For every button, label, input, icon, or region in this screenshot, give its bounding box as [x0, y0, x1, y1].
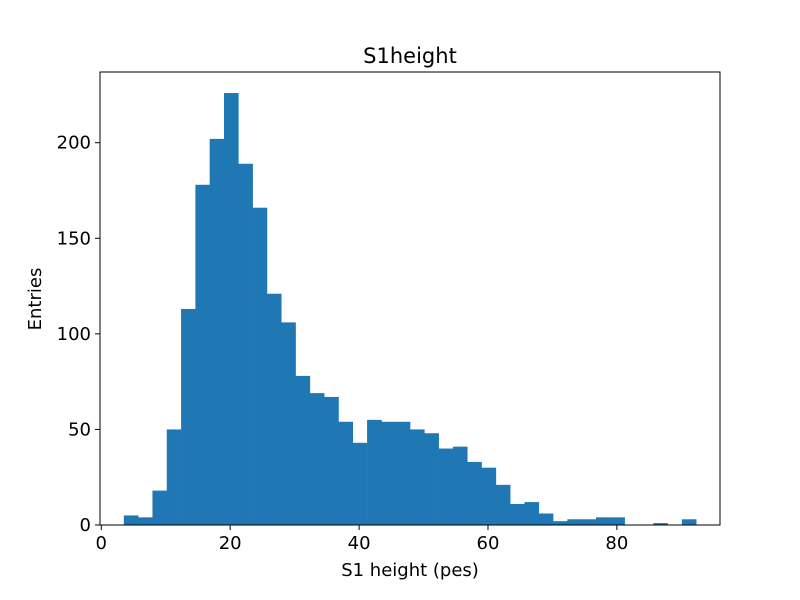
histogram-bar: [495, 484, 511, 525]
histogram-bar: [610, 517, 625, 525]
histogram-bar: [553, 521, 568, 525]
histogram-bar: [381, 421, 396, 525]
histogram-bar: [252, 207, 268, 525]
histogram-bar: [567, 519, 582, 525]
x-tick-label: 20: [219, 533, 242, 554]
histogram-bar: [295, 375, 311, 525]
y-axis-ticks: 0 50 100 150 200: [57, 133, 100, 536]
y-tick-label: 100: [57, 324, 91, 345]
histogram-bar: [266, 293, 282, 525]
histogram-bar: [395, 421, 411, 525]
histogram-bar: [181, 309, 196, 525]
x-axis-ticks: 0 20 40 60 80: [96, 525, 628, 554]
x-tick-label: 0: [96, 533, 107, 554]
histogram-bar: [581, 519, 597, 525]
histogram-bar: [324, 396, 339, 525]
histogram-bar: [281, 322, 296, 525]
x-tick-label: 40: [348, 533, 371, 554]
y-tick-label: 150: [57, 228, 91, 249]
x-tick-label: 80: [605, 533, 628, 554]
histogram-bar: [510, 503, 525, 525]
histogram-bar: [438, 448, 454, 525]
histogram-bar: [123, 515, 139, 525]
histogram-bar: [452, 446, 468, 525]
plot-frame: [99, 71, 721, 526]
histogram-bar: [138, 517, 153, 525]
histogram-bar: [195, 184, 210, 525]
histogram-bar: [238, 163, 253, 525]
histogram-bar: [681, 519, 697, 525]
x-tick-label: 60: [477, 533, 500, 554]
y-tick-label: 0: [80, 515, 91, 536]
histogram-bar: [367, 419, 382, 525]
histogram-bar: [538, 513, 554, 525]
histogram-bar: [467, 461, 482, 525]
histogram-bar: [481, 467, 497, 525]
histogram-bar: [209, 138, 225, 525]
histogram-bar: [338, 421, 354, 525]
histogram-bar: [596, 517, 611, 525]
histogram-bar: [152, 490, 168, 525]
histogram-bar: [309, 393, 325, 525]
chart-title: S1height: [363, 44, 457, 68]
histogram-bar: [424, 433, 439, 525]
histogram-bar: [166, 429, 182, 525]
histogram-bar: [653, 523, 668, 525]
histogram-bar: [224, 93, 239, 525]
histogram-bar: [352, 442, 368, 525]
y-axis-label: Entries: [25, 268, 46, 331]
histogram-bar: [410, 429, 425, 525]
x-axis-label: S1 height (pes): [341, 560, 479, 581]
y-tick-label: 50: [68, 419, 91, 440]
histogram-bar: [524, 502, 540, 525]
y-tick-label: 200: [57, 133, 91, 154]
histogram-bars: [123, 93, 697, 525]
